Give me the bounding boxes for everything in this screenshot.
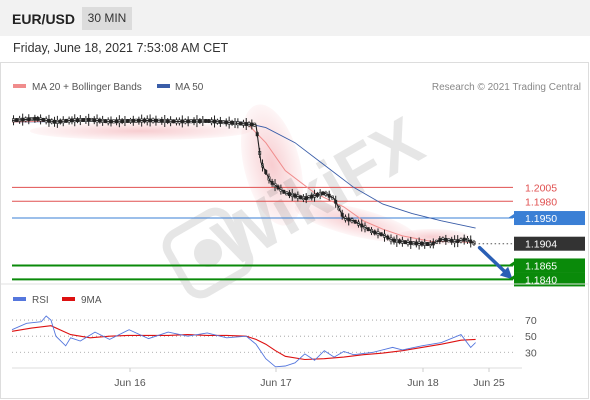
chart-frame <box>0 62 589 399</box>
title-bar: EUR/USD 30 MIN <box>0 0 590 36</box>
support-level-label: 1.1840 <box>525 274 557 286</box>
level-badge-pointer <box>508 214 514 219</box>
forecast-arrow <box>477 245 507 274</box>
rsi-ma9-line <box>11 325 476 361</box>
ma9-legend-label: 9MA <box>81 295 102 306</box>
support-level-badge <box>514 258 585 273</box>
resistance-level-label: 1.1980 <box>525 196 557 208</box>
ma20-legend-label: MA 20 + Bollinger Bands <box>32 82 142 93</box>
chart-timestamp: Friday, June 18, 2021 7:53:08 AM CET <box>13 41 229 55</box>
x-tick-label: Jun 25 <box>473 377 505 389</box>
support-level-badge <box>514 272 585 287</box>
ma50-legend-label: MA 50 <box>175 82 204 93</box>
rsi-line <box>11 315 476 368</box>
rsi-tick-label: 50 <box>525 331 537 343</box>
ma50-legend-swatch <box>157 84 170 88</box>
x-tick-label: Jun 17 <box>260 377 292 389</box>
resistance-level-label: 1.2005 <box>525 182 557 194</box>
level-badge-pointer <box>508 275 514 280</box>
research-credit: Research © 2021 Trading Central <box>432 82 581 93</box>
pivot-level-badge <box>514 211 585 226</box>
rsi-tick-label: 70 <box>525 315 537 327</box>
ma9-legend-swatch <box>62 297 75 301</box>
ma20-legend-swatch <box>13 84 26 88</box>
support-level-label: 1.1865 <box>525 260 557 272</box>
timeframe-badge[interactable]: 30 MIN <box>82 7 132 30</box>
instrument-label: EUR/USD <box>12 11 76 27</box>
forecast-arrow-head <box>499 266 513 280</box>
rsi-legend-label: RSI <box>32 295 49 306</box>
rsi-legend-swatch <box>13 297 26 301</box>
x-tick-label: Jun 18 <box>407 377 439 389</box>
x-tick-label: Jun 16 <box>114 377 146 389</box>
current-level-badge <box>514 236 585 251</box>
rsi-tick-label: 30 <box>525 347 537 359</box>
pivot-level-label: 1.1950 <box>525 213 557 225</box>
current-level-label: 1.1904 <box>525 239 557 251</box>
price-line <box>11 118 476 245</box>
bollinger-band-area <box>30 122 250 140</box>
level-badge-pointer <box>508 261 514 266</box>
